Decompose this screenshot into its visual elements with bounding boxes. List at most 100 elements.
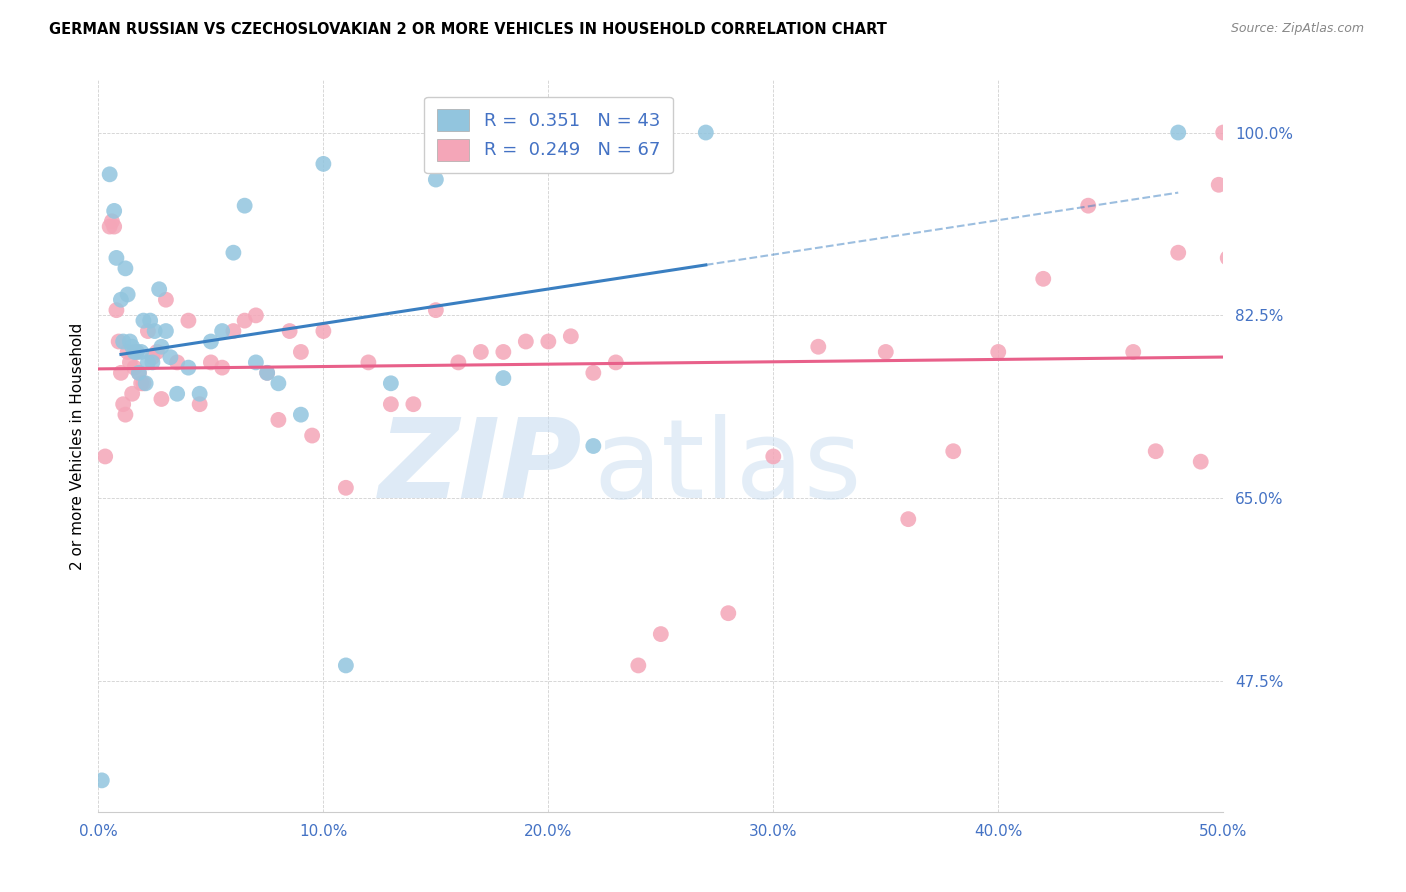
Point	[118, 334, 141, 349]
Point	[942, 444, 965, 458]
Point	[128, 366, 150, 380]
Point	[150, 340, 173, 354]
Point	[222, 324, 245, 338]
Point	[301, 428, 323, 442]
Point	[357, 355, 380, 369]
Point	[150, 392, 173, 406]
Point	[290, 345, 312, 359]
Point	[155, 324, 177, 338]
Point	[425, 172, 447, 186]
Point	[118, 355, 141, 369]
Point	[107, 334, 129, 349]
Point	[245, 355, 267, 369]
Point	[290, 408, 312, 422]
Point	[117, 287, 139, 301]
Point	[125, 345, 148, 359]
Text: GERMAN RUSSIAN VS CZECHOSLOVAKIAN 2 OR MORE VEHICLES IN HOUSEHOLD CORRELATION CH: GERMAN RUSSIAN VS CZECHOSLOVAKIAN 2 OR M…	[49, 22, 887, 37]
Point	[470, 345, 492, 359]
Point	[1077, 199, 1099, 213]
Point	[1122, 345, 1144, 359]
Point	[256, 366, 278, 380]
Point	[177, 360, 200, 375]
Point	[762, 450, 785, 464]
Point	[105, 251, 128, 265]
Point	[166, 386, 188, 401]
Point	[141, 350, 163, 364]
Point	[380, 376, 402, 391]
Point	[103, 203, 125, 218]
Point	[233, 313, 256, 327]
Point	[128, 366, 150, 380]
Text: atlas: atlas	[593, 415, 862, 522]
Point	[124, 345, 146, 359]
Point	[582, 439, 605, 453]
Point	[1032, 272, 1054, 286]
Y-axis label: 2 or more Vehicles in Household: 2 or more Vehicles in Household	[69, 322, 84, 570]
Point	[166, 355, 188, 369]
Point	[135, 376, 157, 391]
Point	[335, 481, 357, 495]
Point	[136, 324, 159, 338]
Point	[1144, 444, 1167, 458]
Point	[537, 334, 560, 349]
Point	[112, 334, 135, 349]
Point	[121, 386, 143, 401]
Text: Source: ZipAtlas.com: Source: ZipAtlas.com	[1230, 22, 1364, 36]
Point	[94, 450, 117, 464]
Text: ZIP: ZIP	[378, 415, 582, 522]
Point	[143, 324, 166, 338]
Point	[1189, 455, 1212, 469]
Point	[233, 199, 256, 213]
Point	[807, 340, 830, 354]
Point	[211, 324, 233, 338]
Point	[560, 329, 582, 343]
Point	[188, 386, 211, 401]
Point	[155, 293, 177, 307]
Point	[211, 360, 233, 375]
Point	[132, 376, 155, 391]
Point	[695, 126, 717, 140]
Point	[105, 303, 128, 318]
Point	[650, 627, 672, 641]
Point	[515, 334, 537, 349]
Point	[114, 261, 136, 276]
Point	[148, 282, 170, 296]
Point	[1208, 178, 1230, 192]
Point	[1212, 126, 1234, 140]
Legend: R =  0.351   N = 43, R =  0.249   N = 67: R = 0.351 N = 43, R = 0.249 N = 67	[425, 96, 672, 173]
Point	[256, 366, 278, 380]
Point	[492, 345, 515, 359]
Point	[200, 334, 222, 349]
Point	[121, 340, 143, 354]
Point	[177, 313, 200, 327]
Point	[159, 350, 181, 364]
Point	[492, 371, 515, 385]
Point	[146, 345, 169, 359]
Point	[717, 606, 740, 620]
Point	[200, 355, 222, 369]
Point	[98, 219, 121, 234]
Point	[117, 345, 139, 359]
Point	[605, 355, 627, 369]
Point	[141, 355, 163, 369]
Point	[124, 360, 146, 375]
Point	[112, 397, 135, 411]
Point	[139, 313, 162, 327]
Point	[897, 512, 920, 526]
Point	[90, 773, 112, 788]
Point	[987, 345, 1010, 359]
Point	[136, 355, 159, 369]
Point	[380, 397, 402, 411]
Point	[627, 658, 650, 673]
Point	[125, 345, 148, 359]
Point	[110, 293, 132, 307]
Point	[267, 413, 290, 427]
Point	[447, 355, 470, 369]
Point	[98, 167, 121, 181]
Point	[402, 397, 425, 411]
Point	[335, 658, 357, 673]
Point	[129, 376, 152, 391]
Point	[278, 324, 301, 338]
Point	[267, 376, 290, 391]
Point	[245, 309, 267, 323]
